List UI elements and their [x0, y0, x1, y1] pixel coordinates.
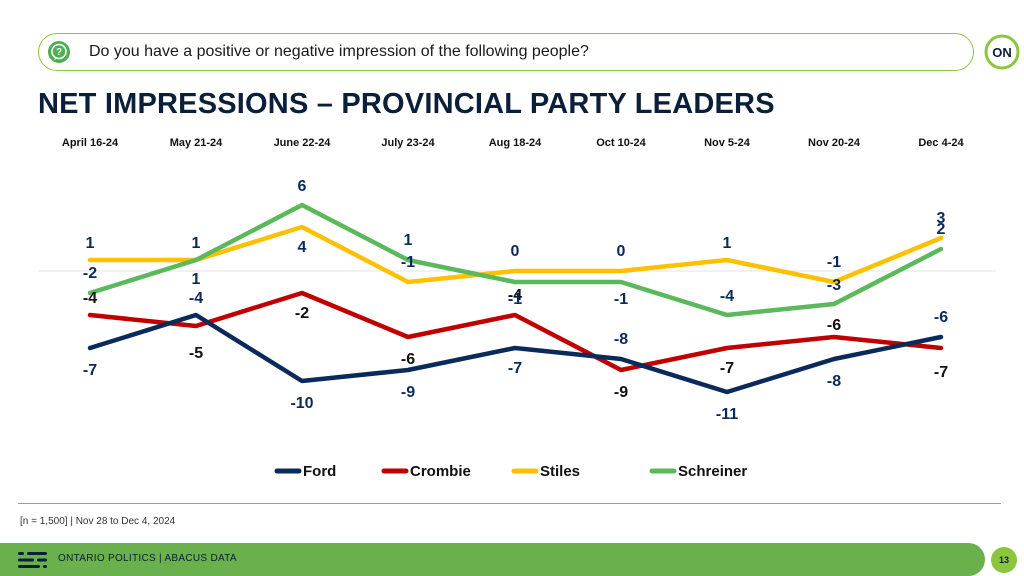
- data-label-stiles: 1: [192, 235, 201, 252]
- data-label-ford: -7: [508, 360, 522, 377]
- data-label-crombie: -5: [189, 345, 203, 362]
- data-label-ford: -8: [614, 331, 628, 348]
- question-text: Do you have a positive or negative impre…: [89, 43, 589, 60]
- data-labels: -7-4-10-9-7-8-11-8-6-4-5-2-6-4-9-7-6-71 1…: [83, 178, 948, 423]
- legend-item-crombie: Crombie: [381, 463, 471, 480]
- category-label: May 21-24: [170, 137, 223, 149]
- on-logo-icon: ON: [984, 34, 1020, 70]
- legend-item-stiles: Stiles: [511, 463, 580, 480]
- data-label-stiles: 1: [86, 235, 95, 252]
- page-number: 13: [991, 547, 1017, 573]
- series-line-stiles: [87, 224, 944, 285]
- data-label-crombie: -4: [508, 287, 522, 304]
- data-label-schreiner: -4: [720, 288, 734, 305]
- data-label-ford: -4: [189, 290, 203, 307]
- abacus-logo-icon: [18, 552, 47, 568]
- data-label-crombie: -6: [401, 351, 415, 368]
- data-label-crombie: -9: [614, 384, 628, 401]
- data-label-ford: -8: [827, 373, 841, 390]
- series-line-schreiner: [87, 202, 944, 318]
- data-label-crombie: -7: [934, 364, 948, 381]
- data-label-stiles: 0: [617, 243, 626, 260]
- series-line-crombie: [87, 290, 944, 373]
- data-label-stiles: 1: [723, 235, 732, 252]
- legend-label: Stiles: [540, 463, 580, 480]
- data-label-schreiner: -3: [827, 277, 841, 294]
- footer-text: ONTARIO POLITICS | ABACUS DATA: [58, 553, 237, 564]
- category-label: Dec 4-24: [918, 137, 964, 149]
- question-bubble-icon: ?: [48, 41, 70, 63]
- legend-item-schreiner: Schreiner: [649, 463, 747, 480]
- data-label-ford: -7: [83, 362, 97, 379]
- legend-item-ford: Ford: [274, 463, 336, 480]
- footer-bar: ONTARIO POLITICS | ABACUS DATA: [0, 543, 985, 576]
- page-title: NET IMPRESSIONS – PROVINCIAL PARTY LEADE…: [38, 88, 775, 120]
- legend: Ford Crombie Stiles Schreiner: [274, 463, 747, 480]
- data-label-ford: -9: [401, 384, 415, 401]
- data-label-crombie: -7: [720, 360, 734, 377]
- series-line-ford: [87, 312, 944, 395]
- data-label-crombie: -4: [83, 290, 97, 307]
- data-label-crombie: -6: [827, 317, 841, 334]
- on-logo-text: ON: [992, 45, 1012, 60]
- data-label-schreiner: 1: [192, 271, 201, 288]
- data-label-schreiner: -1: [508, 291, 522, 308]
- category-label: Aug 18-24: [489, 137, 542, 149]
- category-label: July 23-24: [381, 137, 435, 149]
- data-label-ford: -10: [290, 395, 313, 412]
- data-label-schreiner: 1: [404, 232, 413, 249]
- footer-divider: [18, 503, 1001, 504]
- legend-label: Ford: [303, 463, 336, 480]
- data-label-stiles: -1: [827, 254, 841, 271]
- footnote: [n = 1,500] | Nov 28 to Dec 4, 2024: [20, 516, 176, 527]
- data-label-ford: -6: [934, 309, 948, 326]
- category-label: June 22-24: [274, 137, 332, 149]
- data-label-schreiner: -1: [614, 291, 628, 308]
- category-label: Oct 10-24: [596, 137, 646, 149]
- category-labels: April 16-24 May 21-24 June 22-24 July 23-24…: [62, 137, 965, 149]
- data-label-stiles: 4: [298, 239, 307, 256]
- series-lines: [87, 202, 944, 395]
- data-label-stiles: 3: [937, 210, 946, 227]
- data-label-crombie: -2: [295, 305, 309, 322]
- category-label: Nov 20-24: [808, 137, 861, 149]
- line-chart: April 16-24 May 21-24 June 22-24 July 23-24…: [38, 137, 996, 480]
- legend-label: Schreiner: [678, 463, 747, 480]
- data-label-schreiner: 6: [298, 178, 307, 195]
- data-label-schreiner: 2: [937, 221, 946, 238]
- category-label: April 16-24: [62, 137, 119, 149]
- svg-text:?: ?: [56, 47, 62, 58]
- data-label-schreiner: -2: [83, 265, 97, 282]
- data-label-stiles: -1: [401, 254, 415, 271]
- legend-label: Crombie: [410, 463, 471, 480]
- data-label-ford: -11: [716, 406, 738, 423]
- question-bar: ? Do you have a positive or negative imp…: [38, 33, 974, 71]
- category-label: Nov 5-24: [704, 137, 751, 149]
- data-label-stiles: 0: [511, 243, 520, 260]
